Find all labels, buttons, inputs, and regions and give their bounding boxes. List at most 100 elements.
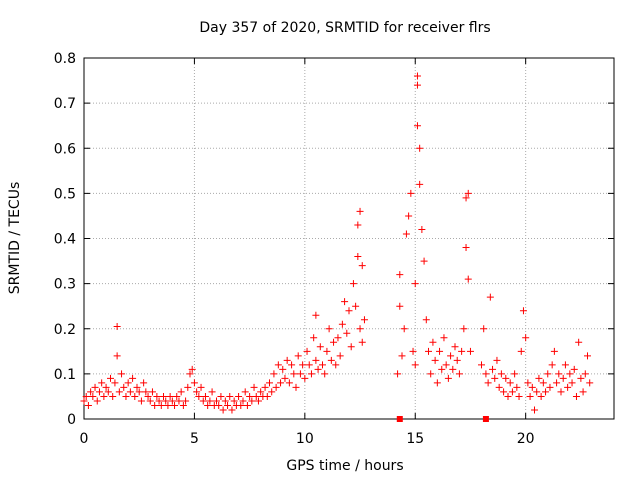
data-point bbox=[241, 388, 249, 396]
y-tick-label: 0.3 bbox=[54, 277, 76, 293]
data-point bbox=[312, 356, 320, 364]
data-point bbox=[266, 379, 273, 387]
data-point bbox=[356, 207, 364, 215]
y-tick-label: 0.8 bbox=[54, 51, 76, 67]
data-point bbox=[533, 388, 541, 396]
data-point bbox=[102, 383, 110, 391]
axis-marker bbox=[482, 416, 489, 422]
data-point bbox=[95, 388, 103, 396]
data-point bbox=[279, 365, 287, 373]
data-point bbox=[148, 388, 156, 396]
data-point bbox=[325, 325, 333, 333]
data-point bbox=[243, 401, 251, 409]
axis-ticks bbox=[83, 57, 614, 420]
data-point bbox=[323, 347, 331, 355]
data-point bbox=[246, 392, 254, 400]
data-point bbox=[542, 388, 550, 396]
data-point bbox=[80, 397, 88, 405]
data-point bbox=[526, 392, 534, 400]
data-point bbox=[511, 370, 519, 378]
data-point bbox=[581, 370, 589, 378]
data-point bbox=[436, 347, 444, 355]
data-point bbox=[418, 225, 426, 233]
data-point bbox=[268, 388, 276, 396]
data-point bbox=[557, 388, 565, 396]
data-point bbox=[109, 392, 117, 400]
y-tick-label: 0.6 bbox=[54, 141, 76, 157]
data-point bbox=[360, 316, 368, 324]
data-point bbox=[239, 397, 247, 405]
x-tick-label: 20 bbox=[517, 431, 535, 447]
data-point bbox=[157, 401, 165, 409]
data-point bbox=[296, 370, 304, 378]
data-point bbox=[115, 388, 123, 396]
data-point bbox=[166, 392, 174, 400]
data-point bbox=[281, 374, 289, 382]
data-point bbox=[100, 392, 108, 400]
data-point bbox=[453, 356, 461, 364]
data-point bbox=[522, 334, 530, 342]
data-point bbox=[135, 388, 143, 396]
data-point bbox=[272, 383, 280, 391]
data-point bbox=[179, 401, 187, 409]
data-point bbox=[447, 352, 455, 360]
data-point bbox=[215, 401, 223, 409]
data-point bbox=[341, 298, 349, 306]
data-point bbox=[519, 307, 527, 315]
data-point bbox=[327, 356, 335, 364]
data-point bbox=[226, 392, 234, 400]
data-point bbox=[254, 397, 262, 405]
data-point bbox=[478, 361, 485, 369]
data-point bbox=[93, 397, 101, 405]
data-point bbox=[550, 347, 558, 355]
data-point bbox=[151, 401, 159, 409]
y-tick-label: 0.4 bbox=[54, 232, 76, 248]
data-point bbox=[162, 397, 170, 405]
x-tick-labels: 0 5 10 15 20 bbox=[80, 431, 535, 447]
data-point bbox=[221, 397, 229, 405]
data-point bbox=[230, 397, 238, 405]
data-point bbox=[155, 397, 163, 405]
data-point bbox=[546, 383, 554, 391]
data-point bbox=[405, 212, 413, 220]
data-point bbox=[334, 334, 342, 342]
data-point bbox=[140, 379, 148, 387]
data-point bbox=[120, 383, 128, 391]
data-point bbox=[484, 379, 492, 387]
data-point bbox=[118, 370, 126, 378]
data-point bbox=[427, 370, 435, 378]
data-point bbox=[168, 397, 176, 405]
data-point bbox=[164, 401, 172, 409]
data-point bbox=[294, 352, 302, 360]
data-point bbox=[332, 361, 340, 369]
data-point bbox=[175, 397, 183, 405]
x-tick-label: 15 bbox=[406, 431, 424, 447]
data-point bbox=[292, 383, 300, 391]
data-point bbox=[201, 392, 209, 400]
data-point bbox=[422, 316, 430, 324]
data-point bbox=[460, 325, 468, 333]
grid bbox=[84, 58, 614, 419]
data-point bbox=[442, 361, 450, 369]
data-point bbox=[184, 383, 192, 391]
data-point bbox=[113, 352, 121, 360]
data-point bbox=[458, 347, 466, 355]
data-point bbox=[91, 383, 99, 391]
data-point bbox=[407, 189, 415, 197]
data-point bbox=[409, 347, 417, 355]
data-point bbox=[513, 383, 521, 391]
data-point bbox=[553, 379, 561, 387]
data-point bbox=[270, 370, 278, 378]
data-point bbox=[312, 311, 320, 319]
data-point bbox=[524, 379, 532, 387]
data-point bbox=[257, 388, 265, 396]
data-point bbox=[274, 361, 282, 369]
axis-marker bbox=[396, 416, 403, 422]
data-point bbox=[566, 370, 574, 378]
data-point bbox=[416, 180, 424, 188]
data-point bbox=[347, 343, 355, 351]
data-point bbox=[440, 334, 448, 342]
data-point bbox=[539, 379, 547, 387]
data-point bbox=[349, 280, 357, 288]
